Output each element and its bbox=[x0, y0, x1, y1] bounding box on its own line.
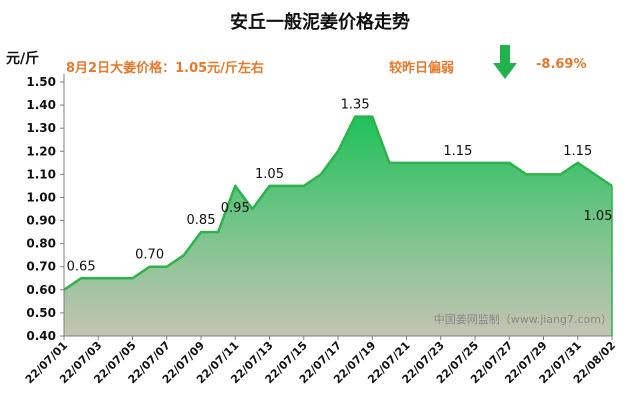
data-label: 0.85 bbox=[187, 213, 216, 228]
price-line bbox=[63, 115, 613, 291]
y-tick-label: 1.40 bbox=[26, 98, 56, 112]
compare-value: -8.69% bbox=[536, 57, 587, 72]
watermark: 中国姜网监制（www.jiang7.com） bbox=[434, 312, 612, 326]
price-text: 8月2日大姜价格：1.05元/斤左右 bbox=[66, 61, 264, 76]
y-tick-label: 1.20 bbox=[26, 144, 56, 158]
data-label: 1.05 bbox=[255, 167, 284, 182]
data-label: 1.15 bbox=[443, 144, 472, 159]
data-label: 0.70 bbox=[135, 248, 164, 263]
y-tick-label: 0.70 bbox=[26, 260, 56, 274]
y-tick-label: 1.00 bbox=[26, 190, 56, 204]
y-axis-unit: 元/斤 bbox=[6, 51, 40, 67]
down-arrow-icon bbox=[493, 45, 517, 79]
price-area bbox=[64, 116, 612, 336]
compare-label: 较昨日偏弱 bbox=[389, 61, 455, 76]
data-label: 1.05 bbox=[584, 209, 613, 224]
y-tick-label: 0.60 bbox=[26, 283, 56, 297]
data-label: 1.35 bbox=[341, 98, 370, 113]
chart-title: 安丘一般泥姜价格走势 bbox=[230, 12, 410, 33]
y-tick-label: 1.10 bbox=[26, 167, 56, 181]
y-tick-label: 0.50 bbox=[26, 306, 56, 320]
y-tick-label: 0.80 bbox=[26, 237, 56, 251]
y-tick-label: 0.40 bbox=[26, 329, 56, 343]
y-tick-label: 1.30 bbox=[26, 121, 56, 135]
data-label: 0.95 bbox=[221, 201, 250, 216]
data-label: 1.15 bbox=[563, 144, 592, 159]
y-tick-label: 0.90 bbox=[26, 214, 56, 228]
data-label: 0.65 bbox=[67, 259, 96, 274]
y-tick-label: 1.50 bbox=[26, 75, 56, 89]
